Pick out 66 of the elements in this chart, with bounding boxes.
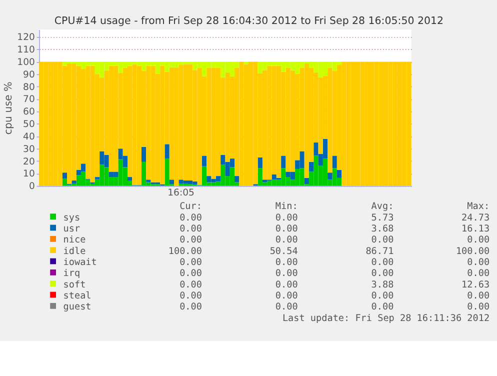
y-tick-label: 80 — [23, 82, 35, 93]
text: 0.00 — [180, 256, 202, 268]
text: Avg: — [371, 201, 394, 212]
y-tick-label: 120 — [17, 32, 35, 44]
legend-label: guest — [63, 302, 92, 313]
text: 0.00 — [467, 268, 490, 280]
text: 24.73 — [462, 212, 490, 224]
y-tick-label: 40 — [23, 131, 35, 142]
legend-label: sys — [63, 212, 80, 224]
legend-label: steal — [63, 290, 92, 302]
y-tick-label: 60 — [23, 106, 35, 118]
text: 0.00 — [275, 290, 298, 302]
text: 0.00 — [371, 268, 394, 280]
text: 0.00 — [180, 302, 202, 313]
y-tick-label: 20 — [23, 156, 35, 168]
text: 0.00 — [275, 302, 298, 313]
text: 0.00 — [467, 234, 490, 246]
y-tick-label: 110 — [17, 44, 35, 56]
text: 0.00 — [371, 302, 394, 313]
text: Min: — [275, 201, 298, 212]
legend-label: soft — [63, 279, 86, 290]
text: 0.00 — [275, 212, 298, 224]
text: Last update: Fri Sep 28 16:11:36 2012 — [282, 312, 490, 324]
text: 0.00 — [371, 290, 394, 302]
text: 0.00 — [467, 302, 490, 313]
text: 0.00 — [180, 279, 202, 290]
y-tick-label: 0 — [28, 181, 35, 192]
text: 0.00 — [180, 212, 202, 224]
legend-label: irq — [63, 268, 80, 280]
legend-label: idle — [63, 246, 86, 257]
y-tick-label: 100 — [17, 57, 35, 68]
legend-label: usr — [63, 223, 80, 234]
text: 0.00 — [371, 234, 394, 246]
chart-title: CPU#14 usage - from Fri Sep 28 16:04:30 2012 to Fri Sep 28 16:05:50 2012 — [54, 16, 444, 27]
y-axis-title: cpu use % — [4, 81, 15, 135]
y-tick-label: 10 — [23, 168, 35, 180]
text: 0.00 — [275, 223, 298, 234]
y-tick-label: 30 — [23, 144, 35, 155]
text: 0.00 — [275, 268, 298, 280]
text: 5.73 — [371, 212, 394, 224]
text: 16.13 — [462, 223, 490, 234]
text: 86.71 — [366, 246, 394, 257]
y-tick-label: 90 — [23, 69, 35, 80]
legend-label: nice — [63, 234, 86, 246]
x-tick-label: 16:05 — [168, 188, 194, 199]
text: 0.00 — [275, 234, 298, 246]
text: 0.00 — [275, 279, 298, 290]
text: 3.88 — [371, 279, 394, 290]
legend-label: iowait — [63, 256, 97, 268]
text: 0.00 — [180, 290, 202, 302]
text: 0.00 — [180, 234, 202, 246]
text: 50.54 — [270, 246, 298, 257]
text: 3.68 — [371, 223, 394, 234]
text: 12.63 — [462, 279, 490, 290]
text: 0.00 — [180, 268, 202, 280]
text: 100.00 — [168, 246, 202, 257]
y-tick-label: 70 — [23, 94, 35, 106]
y-tick-label: 50 — [23, 119, 35, 130]
text: 0.00 — [180, 223, 202, 234]
text: 0.00 — [275, 256, 298, 268]
text: 0.00 — [467, 290, 490, 302]
text: Max: — [467, 201, 490, 212]
text: Cur: — [180, 201, 202, 212]
text: 0.00 — [467, 256, 490, 268]
text: 0.00 — [371, 256, 394, 268]
text: 100.00 — [456, 246, 490, 257]
